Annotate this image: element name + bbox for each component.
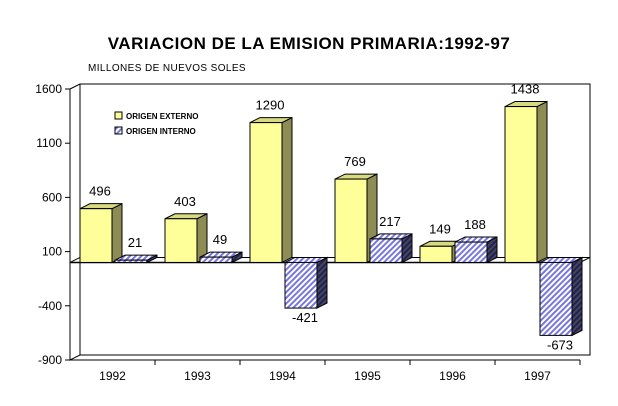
data-label: 403 [174,194,196,209]
data-label: 1438 [511,82,540,97]
bar-origen-interno-1995 [369,238,403,263]
bar-origen-interno-1997 [539,261,573,336]
data-label: -421 [292,310,318,325]
bar-side-face [111,202,123,264]
data-label: 496 [89,184,111,199]
x-tick-label: 1995 [354,369,381,383]
x-tick-label: 1994 [269,369,296,383]
x-tick-label: 1996 [439,369,466,383]
bar-side-face [281,116,293,264]
bar-origen-externo-1994 [249,122,283,263]
y-tick-label: -400 [38,299,62,313]
data-label: 188 [464,217,486,232]
legend-label: ORIGEN EXTERNO [126,112,198,121]
bar-origen-interno-1993 [199,256,233,263]
bar-origen-externo-1992 [79,208,113,263]
legend-swatch [114,111,123,120]
bar-side-face [571,256,583,337]
y-tick-label: 1100 [36,136,62,150]
data-label: 21 [128,235,142,250]
bar-side-face [316,256,328,309]
y-tick-label: 100 [42,245,62,259]
bar-origen-externo-1995 [334,178,368,263]
bar-origen-interno-1994 [284,261,318,309]
data-label: 49 [213,232,227,247]
legend-box [110,107,218,141]
x-tick-label: 1992 [99,369,126,383]
data-label: -673 [547,337,573,352]
bar-origen-externo-1993 [164,218,198,263]
data-label: 769 [344,154,366,169]
bar-origen-externo-1996 [419,245,453,263]
x-tick-label: 1993 [184,369,211,383]
bar-origen-interno-1996 [454,241,488,263]
x-tick-label: 1997 [524,369,551,383]
data-label: 217 [379,214,401,229]
legend-swatch [114,126,123,135]
bar-origen-interno-1992 [114,259,148,263]
bar-origen-externo-1997 [504,106,538,263]
y-tick-label: 600 [42,190,62,204]
y-tick-label: -900 [38,353,62,367]
y-tick-label: 1600 [35,82,62,96]
data-label: 1290 [256,98,285,113]
legend-label: ORIGEN INTERNO [126,127,196,136]
data-label: 149 [429,221,451,236]
chart-subtitle: MILLONES DE NUEVOS SOLES [88,63,246,74]
bar-side-face [536,100,548,264]
chart-title: VARIACION DE LA EMISION PRIMARIA:1992-97 [107,34,511,53]
